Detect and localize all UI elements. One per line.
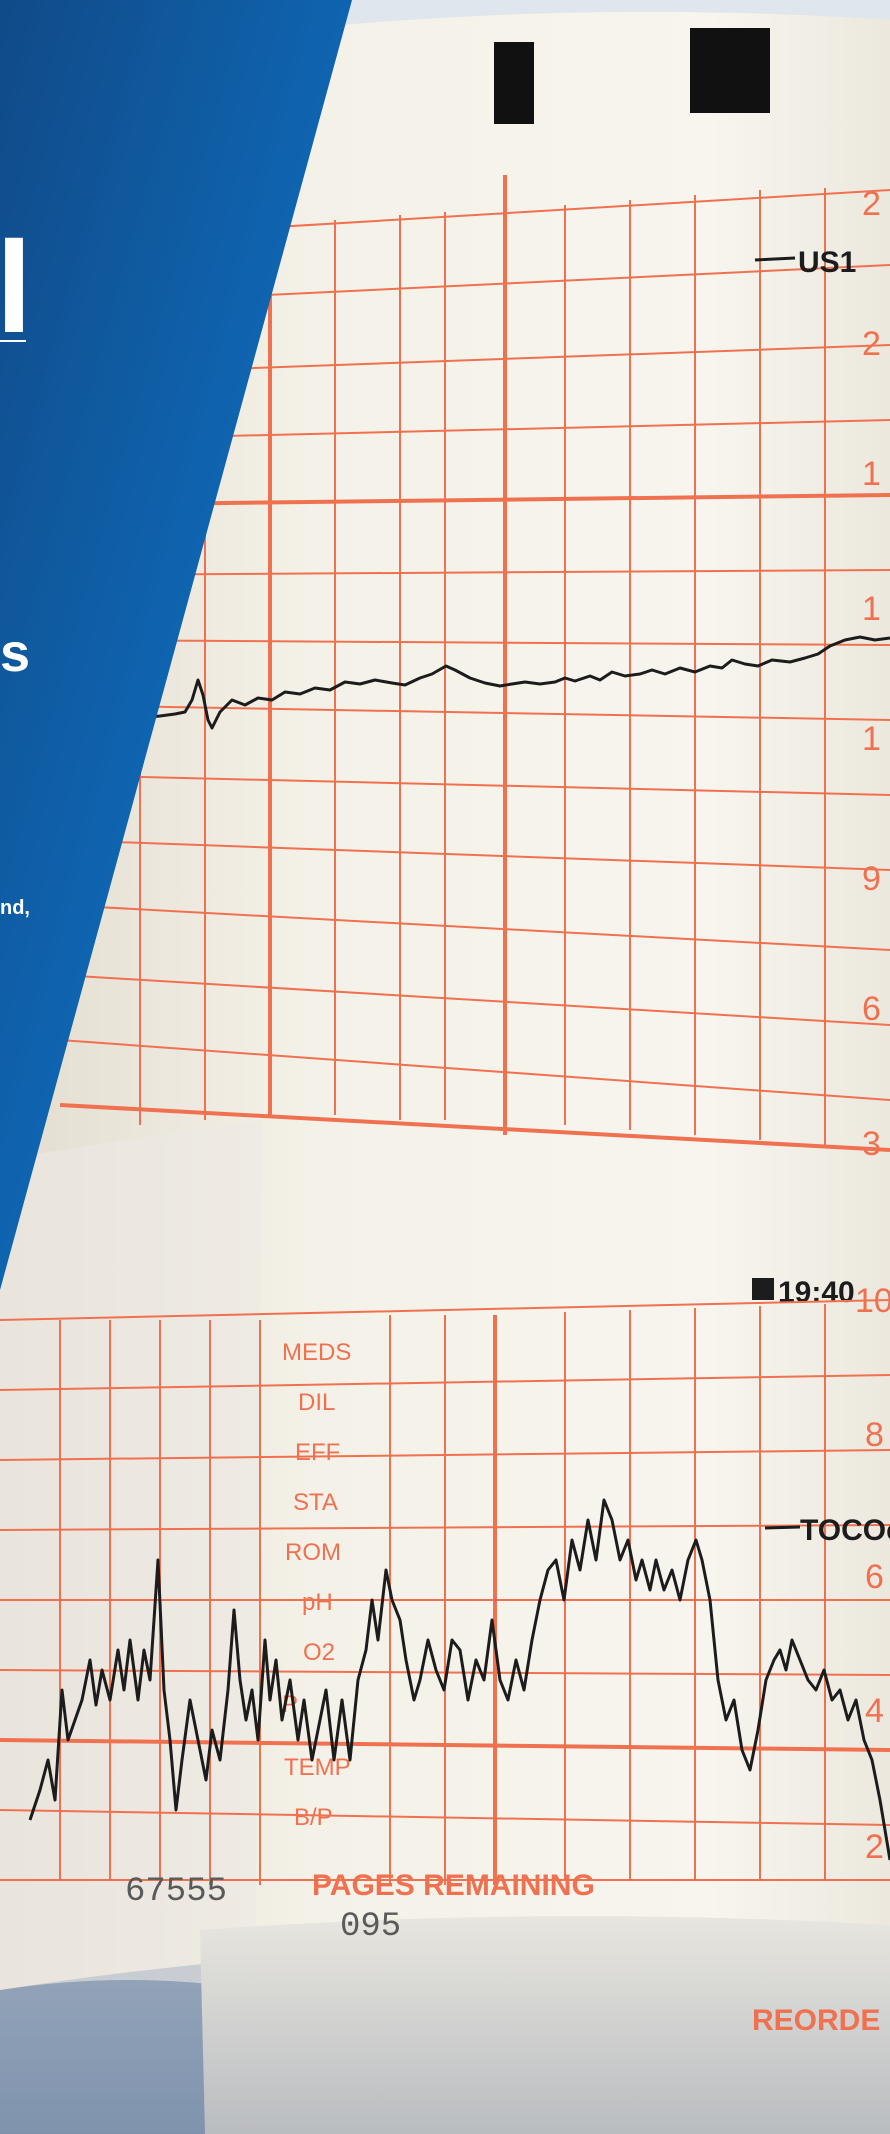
lower-grid	[0, 1299, 890, 1885]
panel-title-fragment: l	[0, 214, 33, 360]
toco-label: TOCOe	[800, 1514, 890, 1547]
lower-scale: 10 8 6 4 2	[855, 1282, 890, 1866]
scale-label: 2	[862, 185, 881, 223]
scale-label: 1	[862, 455, 881, 493]
scale-label: 3	[862, 1125, 881, 1163]
title-rule	[0, 340, 26, 342]
scale-label: 2	[865, 1828, 884, 1866]
scale-label: 2	[862, 325, 881, 363]
us1-label: US1	[798, 246, 856, 279]
blue-panel	[0, 0, 352, 1290]
serial-number: 67555	[125, 1873, 227, 1911]
scale-label: 6	[862, 990, 881, 1028]
panel-subtitle-fragment: s	[0, 623, 31, 683]
side-label: O2	[303, 1639, 335, 1666]
side-label: ROM	[285, 1539, 341, 1566]
timestamp: 19:40	[778, 1276, 855, 1309]
scale-label: 4	[865, 1692, 884, 1730]
contraction-trace	[28, 1498, 890, 1861]
pages-remaining-value: 095	[340, 1908, 401, 1946]
reorder-label: REORDE	[752, 2004, 880, 2037]
feed-mark	[690, 28, 770, 113]
feed-mark	[494, 42, 534, 124]
scale-label: 1	[862, 720, 881, 758]
side-label: STA	[293, 1489, 338, 1516]
hp-logo-icon	[752, 1278, 774, 1300]
side-label: pH	[302, 1589, 333, 1616]
panel-body-fragment: nd,	[0, 897, 30, 919]
pages-remaining-label: PAGES REMAINING	[312, 1869, 595, 1902]
side-label: B/P	[294, 1804, 333, 1831]
annotation-labels: MEDS DIL EFF STA ROM pH O2 P TEMP B/P	[282, 1339, 351, 1831]
side-label: MEDS	[282, 1339, 351, 1366]
scale-label: 1	[862, 590, 881, 628]
heart-rate-trace	[139, 635, 890, 730]
upper-scale: 2 2 1 1 1 9 6 3	[862, 185, 881, 1163]
side-label: EFF	[295, 1439, 340, 1466]
scale-label: 10	[855, 1282, 890, 1320]
scale-label: 6	[865, 1558, 884, 1596]
scale-label: 9	[862, 860, 881, 898]
scale-label: 8	[865, 1416, 884, 1454]
side-label: TEMP	[284, 1754, 351, 1781]
side-label: DIL	[298, 1389, 335, 1416]
